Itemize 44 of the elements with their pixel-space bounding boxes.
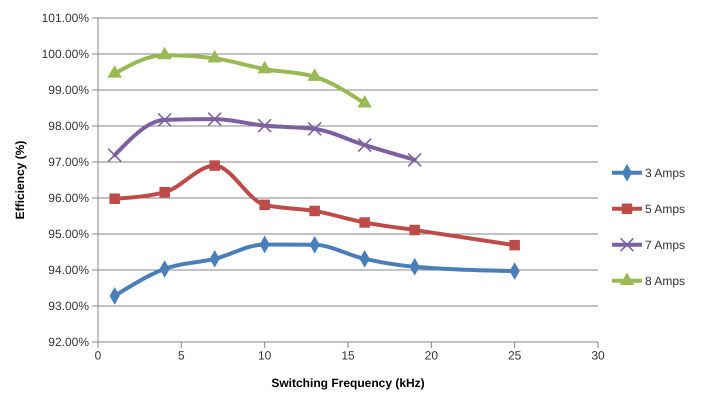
x-tick-label: 10 bbox=[258, 348, 272, 363]
y-tick-label: 101.00% bbox=[42, 10, 90, 25]
point bbox=[157, 46, 172, 60]
x-tick-label: 30 bbox=[591, 348, 605, 363]
x-tick-label: 5 bbox=[178, 348, 185, 363]
point bbox=[109, 193, 120, 204]
point bbox=[307, 122, 322, 136]
y-tick-label: 100.00% bbox=[42, 46, 90, 61]
point bbox=[357, 138, 372, 152]
x-tick-label: 15 bbox=[341, 348, 355, 363]
legend-label: 5 Amps bbox=[645, 202, 686, 216]
point bbox=[159, 186, 170, 198]
legend-label: 8 Amps bbox=[645, 274, 686, 288]
y-axis-title: Efficiency (%) bbox=[13, 140, 27, 220]
legend-label: 3 Amps bbox=[645, 166, 686, 180]
point bbox=[207, 112, 222, 126]
y-tick-label: 98.00% bbox=[48, 118, 90, 133]
point bbox=[407, 152, 422, 168]
y-tick-label: 95.00% bbox=[48, 226, 90, 241]
y-tick-label: 92.00% bbox=[48, 334, 90, 349]
y-tick-label: 99.00% bbox=[48, 82, 90, 97]
x-axis-title: Switching Frequency (kHz) bbox=[271, 376, 425, 390]
x-tick-label: 0 bbox=[94, 348, 102, 363]
point bbox=[309, 206, 320, 216]
point bbox=[257, 118, 272, 133]
point bbox=[157, 112, 172, 128]
point bbox=[307, 68, 322, 81]
point bbox=[409, 224, 420, 236]
y-tick-label: 94.00% bbox=[48, 262, 90, 277]
point bbox=[259, 200, 270, 210]
point bbox=[209, 160, 220, 171]
point bbox=[107, 148, 122, 162]
point bbox=[107, 65, 122, 78]
y-tick-label: 97.00% bbox=[48, 154, 90, 169]
y-tick-label: 96.00% bbox=[48, 190, 90, 205]
x-tick-label: 25 bbox=[508, 348, 522, 363]
point bbox=[357, 94, 372, 108]
point bbox=[257, 60, 272, 74]
y-tick-label: 93.00% bbox=[48, 298, 90, 313]
legend-label: 7 Amps bbox=[645, 238, 686, 252]
point bbox=[509, 240, 520, 250]
point bbox=[207, 50, 222, 62]
x-tick-label: 20 bbox=[424, 348, 438, 363]
point bbox=[359, 217, 370, 228]
